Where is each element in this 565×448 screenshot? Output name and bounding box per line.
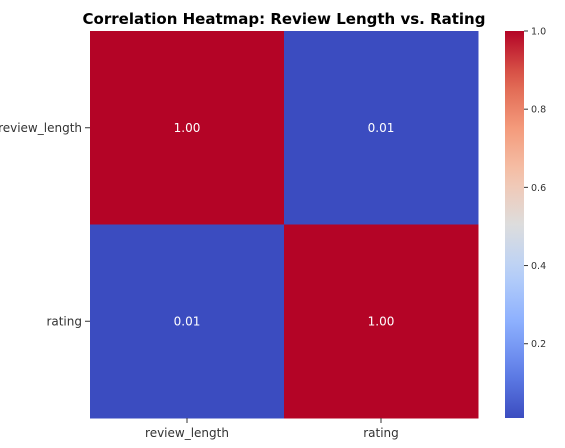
cell-value-label: 1.00 [174,121,201,135]
colorbar [505,31,524,418]
column-tick-labels: review_length rating [145,418,399,440]
column-tick-label-rating: rating [363,426,399,440]
heatmap-cell-review-length-review-length [90,31,285,225]
chart-title: Correlation Heatmap: Review Length vs. R… [83,10,486,28]
colorbar-tick-label: 0.6 [531,183,546,194]
colorbar-tick-label: 0.8 [531,105,546,116]
heatmap-cell-rating-review-length [90,224,285,419]
cell-value-label: 0.01 [174,314,201,328]
heatmap-cell-rating-rating [284,224,479,419]
colorbar-tick-label: 0.4 [531,261,546,272]
row-tick-label-review-length: review_length [0,121,82,135]
colorbar-ticks: 0.2 0.4 0.6 0.8 1.0 [524,27,546,350]
heatmap-cells: 1.00 0.01 0.01 1.00 [90,31,479,419]
colorbar-tick-label: 0.2 [531,339,546,350]
column-tick-label-review-length: review_length [145,426,229,440]
colorbar-tick-label: 1.0 [531,27,546,38]
heatmap-cell-review-length-rating [284,31,479,225]
cell-value-label: 0.01 [368,121,395,135]
cell-value-label: 1.00 [368,314,395,328]
row-tick-label-rating: rating [46,314,82,328]
